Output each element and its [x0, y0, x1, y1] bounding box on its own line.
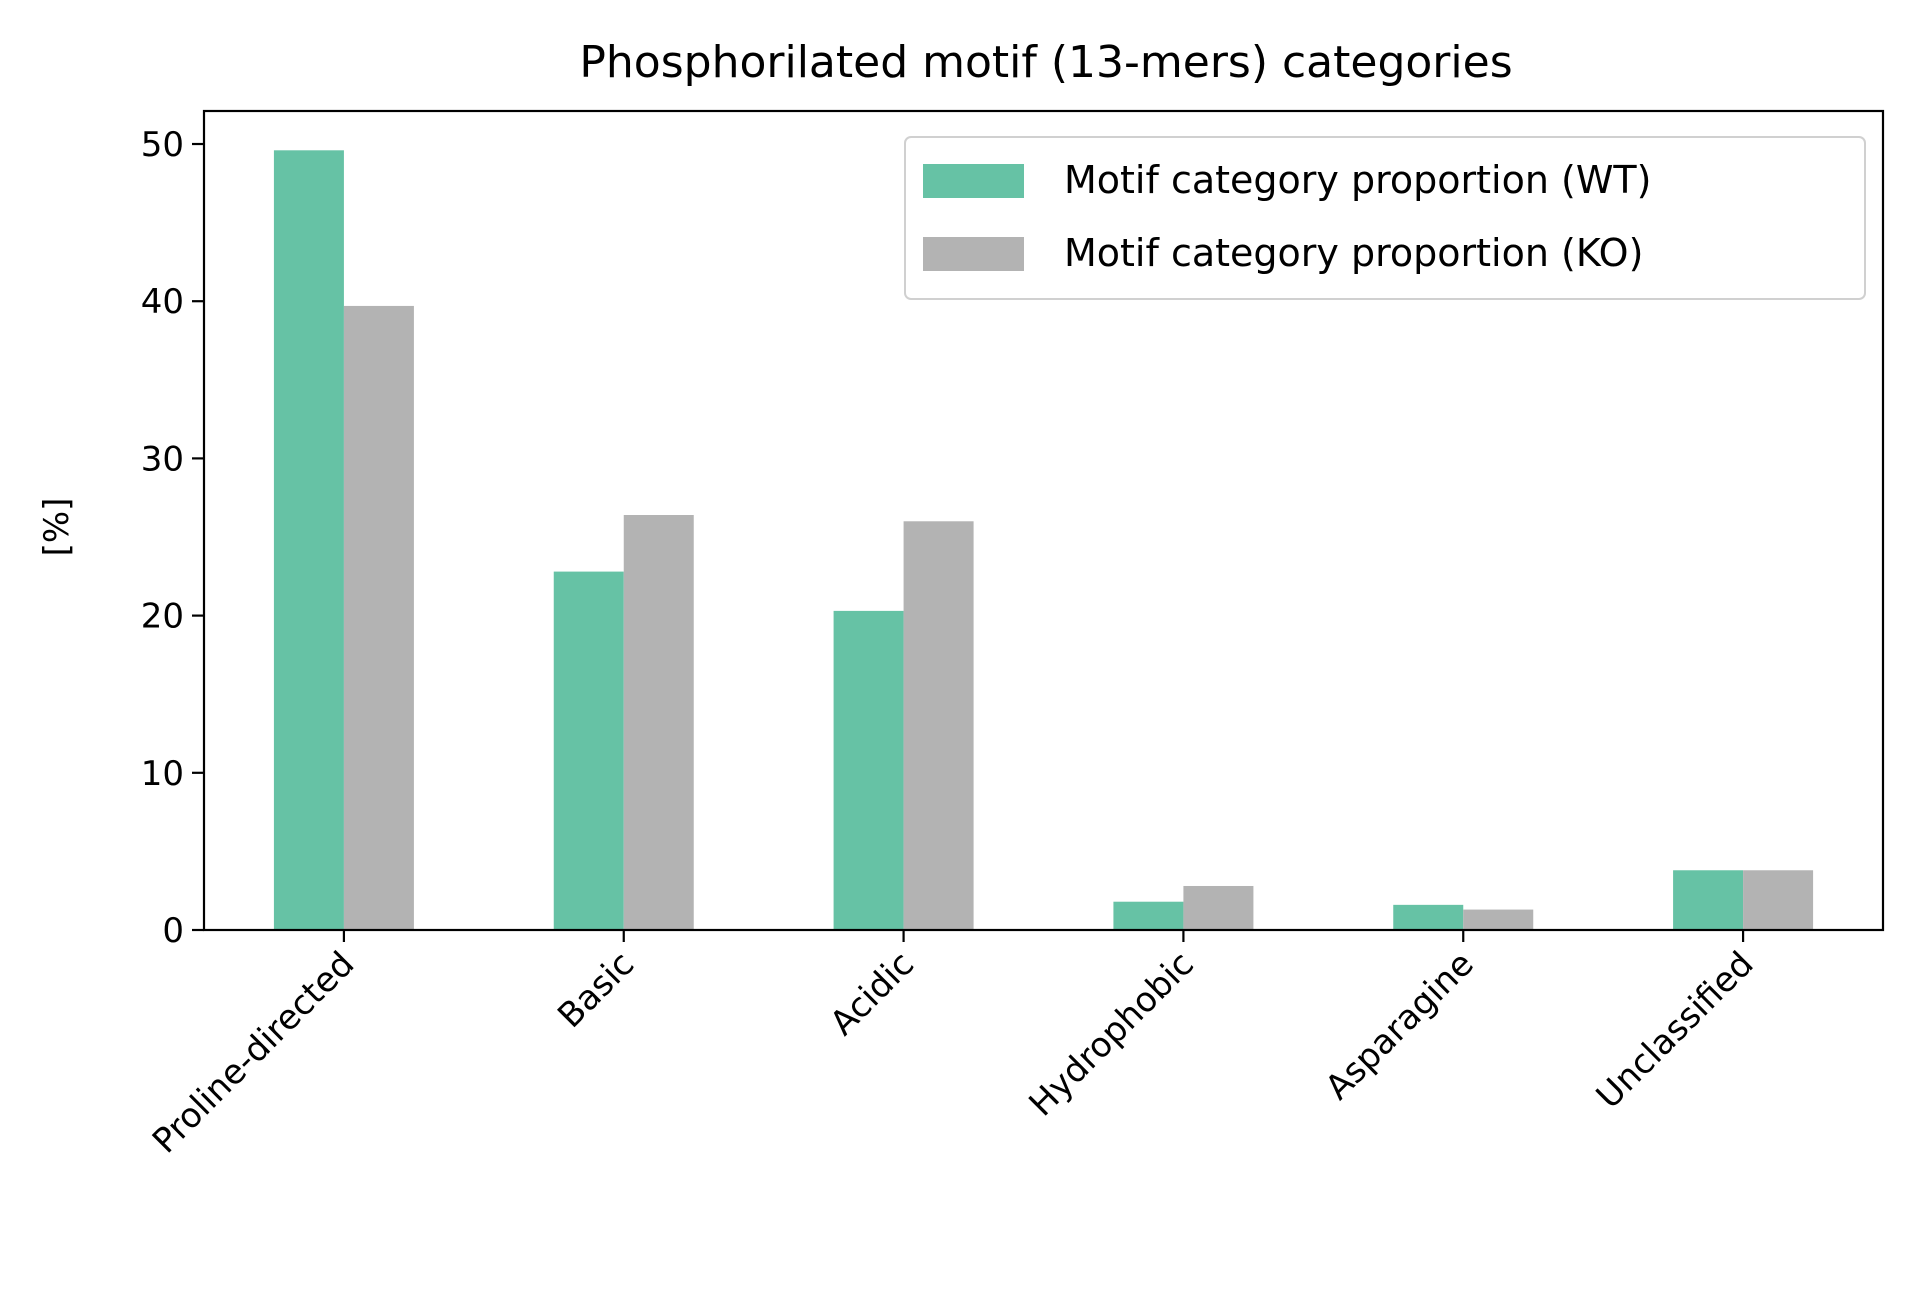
x-tick-label: Unclassified — [1589, 944, 1762, 1117]
bar-wt-unclassified — [1673, 870, 1744, 930]
y-axis-label: [%] — [37, 498, 77, 557]
chart-title: Phosphorilated motif (13-mers) categorie… — [579, 37, 1512, 88]
bar-ko-hydrophobic — [1183, 885, 1254, 930]
bar-wt-basic — [553, 571, 624, 930]
x-tick-label: Basic — [550, 944, 642, 1036]
bar-ko-basic — [623, 514, 694, 930]
bar-wt-asparagine — [1393, 904, 1464, 930]
legend-swatch-wt — [923, 164, 1024, 198]
x-tick-label: Hydrophobic — [1021, 944, 1201, 1124]
bar-ko-unclassified — [1743, 870, 1814, 930]
y-tick-label: 10 — [141, 754, 184, 794]
bar-wt-proline-directed — [273, 150, 344, 930]
y-tick-label: 40 — [141, 282, 184, 322]
y-tick-label: 0 — [162, 911, 184, 951]
x-tick-label: Acidic — [823, 944, 922, 1043]
bars-layer — [273, 150, 1814, 930]
legend-swatch-ko — [923, 237, 1024, 271]
bar-ko-acidic — [903, 521, 974, 930]
bar-wt-acidic — [833, 610, 904, 930]
bar-wt-hydrophobic — [1113, 901, 1184, 930]
x-tick-label: Asparagine — [1318, 944, 1482, 1108]
legend: Motif category proportion (WT) Motif cate… — [904, 136, 1866, 300]
plot-frame — [202, 109, 1885, 932]
bar-ko-asparagine — [1463, 909, 1534, 930]
y-tick-label: 20 — [141, 597, 184, 637]
y-tick-label: 50 — [141, 125, 184, 165]
legend-label-ko: Motif category proportion (KO) — [1064, 231, 1643, 275]
legend-label-wt: Motif category proportion (WT) — [1064, 158, 1651, 202]
legend-box — [904, 136, 1866, 300]
bar-ko-proline-directed — [343, 305, 414, 930]
x-tick-label: Proline-directed — [145, 944, 362, 1161]
y-tick-label: 30 — [141, 439, 184, 479]
